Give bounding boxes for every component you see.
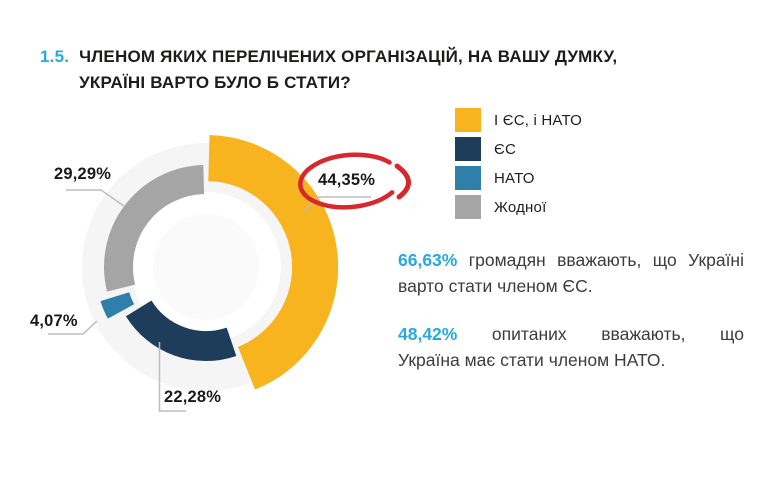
insight-eu: 66,63% громадян вважають, що Україні вар… (398, 247, 744, 299)
legend-label-3: Жодної (494, 198, 547, 216)
legend-label-2: НАТО (494, 169, 535, 187)
page-title: 1.5. ЧЛЕНОМ ЯКИХ ПЕРЕЛІЧЕНИХ ОРГАНІЗАЦІЙ… (40, 44, 699, 95)
insight-eu-line1: 66,63% громадян вважають, що Україні (398, 247, 744, 273)
insight-nato: 48,42% опитаних вважають, що Україна має… (398, 321, 744, 373)
leader-line-29 (66, 189, 125, 207)
donut-segment-0 (207, 135, 339, 390)
legend-item-1: ЄС (455, 137, 582, 161)
question-number: 1.5. (40, 47, 70, 66)
insight-nato-line1: 48,42% опитаних вважають, що (398, 321, 744, 347)
donut-center-disk (153, 214, 259, 320)
insight-nato-line2: Україна має стати членом НАТО. (398, 350, 666, 370)
insight-eu-value: 66,63% (398, 250, 458, 270)
donut-segment-3 (104, 165, 205, 292)
insight-eu-text: громадян вважають, що Україні (457, 250, 744, 270)
legend-label-0: І ЄС, і НАТО (494, 111, 583, 129)
legend-swatch-2 (455, 166, 481, 190)
highlight-ellipse-arc (298, 152, 395, 210)
chart-label-29-29: 29,29% (54, 165, 112, 183)
question-text: ЧЛЕНОМ ЯКИХ ПЕРЕЛІЧЕНИХ ОРГАНІЗАЦІЙ, НА … (79, 47, 618, 92)
highlight-ellipse-hook (394, 163, 411, 200)
insight-nato-value: 48,42% (398, 324, 458, 344)
insight-paragraphs: 66,63% громадян вважають, що Україні вар… (398, 247, 744, 373)
donut-segment-1 (125, 300, 237, 361)
highlight-ellipse (298, 152, 395, 210)
legend-swatch-3 (455, 195, 481, 219)
legend-swatch-1 (455, 137, 481, 161)
chart-legend: І ЄС, і НАТО ЄС НАТО Жодної (455, 108, 582, 219)
donut-segment-2 (100, 291, 135, 319)
leader-line-4 (48, 320, 98, 335)
chart-label-22-28: 22,28% (164, 388, 222, 406)
insight-nato-text: опитаних вважають, що (457, 324, 744, 344)
leader-line-44 (303, 196, 371, 213)
chart-label-4-07: 4,07% (30, 312, 78, 330)
legend-label-1: ЄС (494, 140, 517, 158)
chart-label-44-35: 44,35% (318, 171, 376, 189)
legend-swatch-0 (455, 108, 481, 132)
insight-eu-line2: варто стати членом ЄС. (398, 276, 593, 296)
donut-segments (100, 135, 339, 390)
legend-item-3: Жодної (455, 195, 582, 219)
legend-item-0: І ЄС, і НАТО (455, 108, 582, 132)
leader-line-22 (158, 342, 186, 412)
legend-item-2: НАТО (455, 166, 582, 190)
